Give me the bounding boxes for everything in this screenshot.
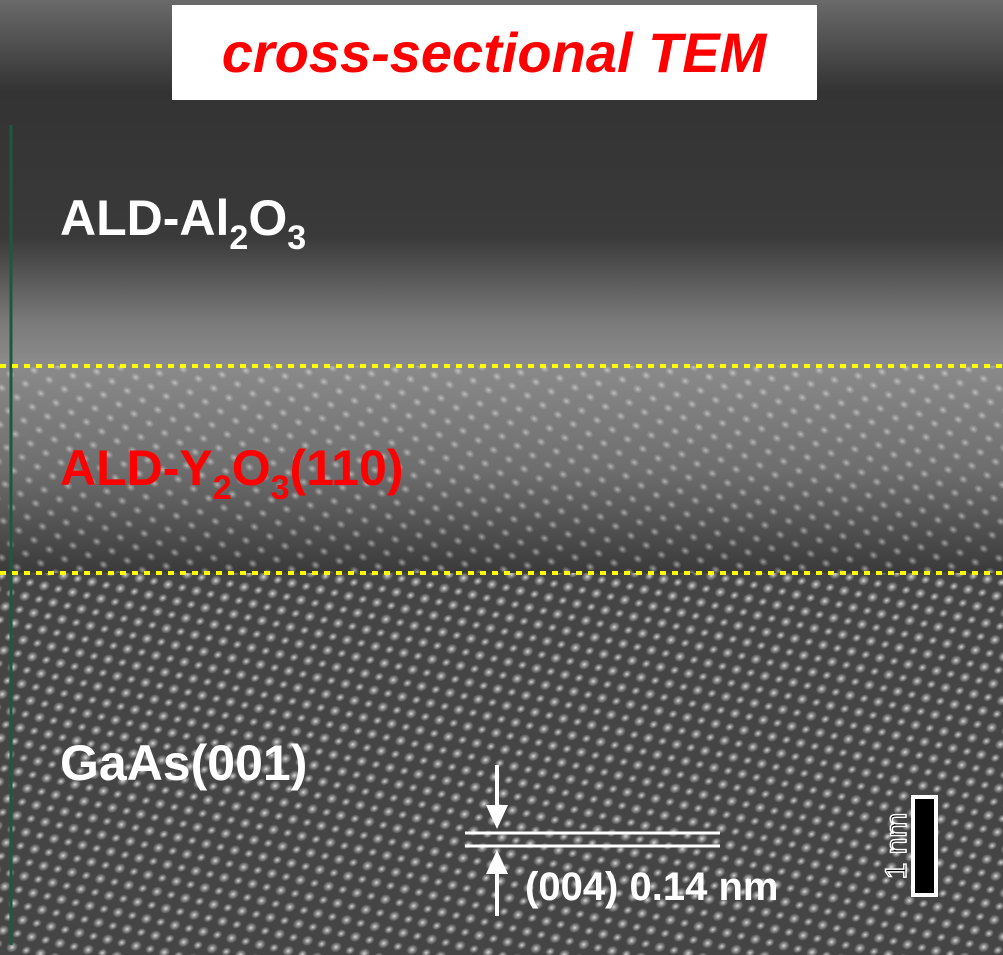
label-part: O [248, 190, 287, 246]
layer-label: ALD-Y2O3(110) [60, 440, 403, 507]
gaas-lattice [0, 573, 1003, 955]
subscript: 2 [229, 219, 248, 257]
layer-label: GaAs(001) [60, 735, 307, 791]
label-part: O [232, 440, 271, 496]
arrow-head [486, 850, 508, 874]
subscript: 3 [287, 219, 306, 257]
spacing-label: (004) 0.14 nm [525, 865, 778, 909]
label-part: ALD-Al [60, 190, 229, 246]
subscript: 2 [213, 469, 232, 507]
title: cross-sectional TEM [222, 21, 768, 84]
arrow-head [486, 805, 508, 829]
label-part: GaAs(001) [60, 735, 307, 791]
label-part: ALD-Y [60, 440, 213, 496]
scale-bar [911, 795, 938, 897]
scale-bar-label: 1 nm [880, 813, 913, 880]
label-part: (110) [290, 440, 404, 496]
title-box [172, 5, 817, 100]
layer-label: ALD-Al2O3 [60, 190, 306, 257]
subscript: 3 [271, 469, 290, 507]
y2o3-lattice [0, 366, 1003, 573]
